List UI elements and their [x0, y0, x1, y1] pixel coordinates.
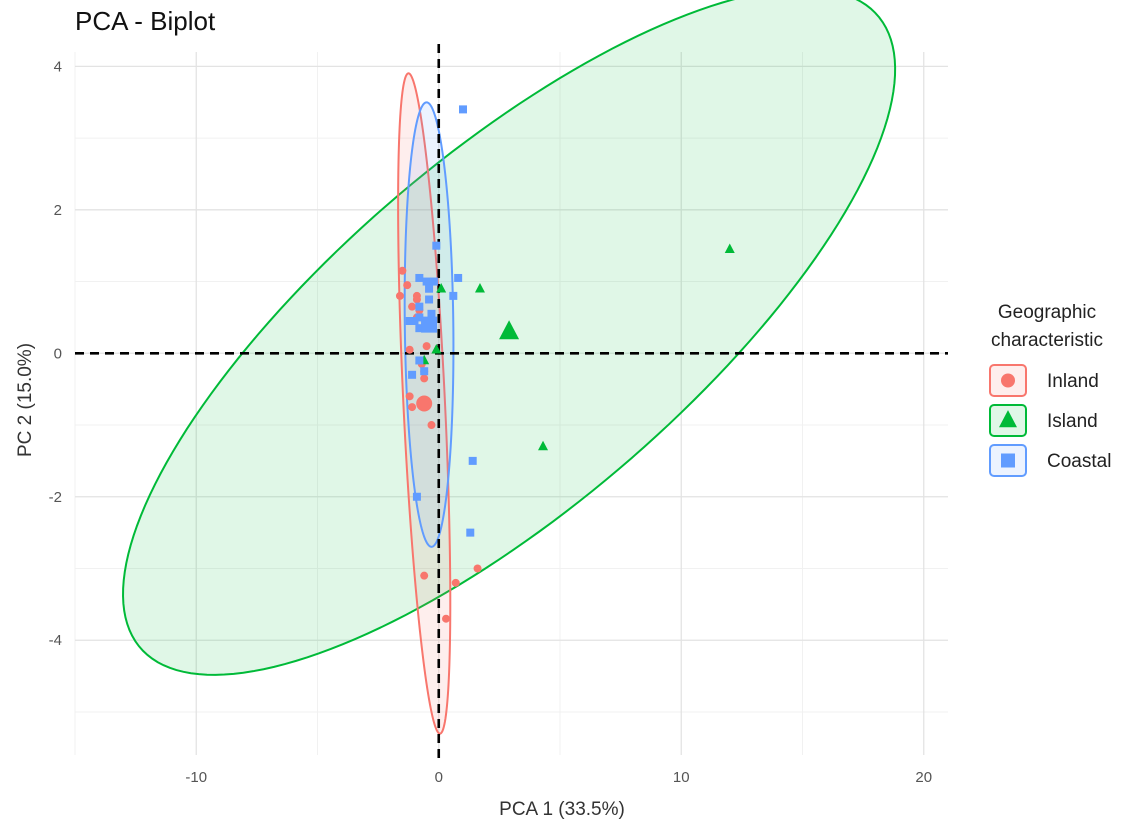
centroid-island	[499, 320, 520, 340]
centroid-inland	[416, 395, 433, 412]
axis-tick-labels: -10 0 10 20 -4 -2 0 2 4	[49, 58, 932, 786]
point-coastal	[415, 302, 424, 311]
point-island	[538, 440, 549, 451]
x-tick-label: 10	[673, 769, 690, 786]
point-inland	[408, 302, 417, 311]
point-coastal	[422, 277, 431, 286]
point-inland	[473, 564, 482, 573]
point-inland	[442, 614, 451, 623]
point-coastal	[454, 273, 463, 282]
point-coastal	[425, 295, 434, 304]
point-island	[724, 243, 735, 254]
point-coastal	[408, 370, 417, 379]
point-coastal	[425, 284, 434, 293]
point-coastal	[432, 241, 441, 250]
legend-item-island: Island	[989, 404, 1098, 437]
x-axis-title: PCA 1 (33.5%)	[499, 799, 625, 820]
point-inland	[405, 392, 414, 401]
point-coastal	[459, 105, 467, 114]
point-inland	[422, 342, 431, 351]
legend-item-coastal: Coastal	[989, 444, 1111, 477]
point-inland	[405, 345, 414, 354]
y-tick-label: 0	[54, 345, 62, 362]
x-tick-label: 0	[435, 769, 443, 786]
point-coastal	[468, 456, 477, 465]
point-inland	[398, 266, 407, 275]
legend-title-line: characteristic	[991, 330, 1103, 351]
legend-marker-inland	[1001, 373, 1015, 388]
legend-label-inland: Inland	[1047, 371, 1099, 392]
point-coastal	[449, 291, 458, 300]
point-inland	[403, 281, 412, 290]
point-coastal	[466, 528, 475, 537]
legend: Geographic characteristic Inland Island Coas…	[989, 302, 1111, 477]
y-tick-label: -2	[49, 489, 62, 506]
point-inland	[420, 571, 429, 580]
chart-title: PCA - Biplot	[75, 6, 216, 36]
legend-marker-island	[999, 410, 1017, 428]
x-tick-label: -10	[185, 769, 207, 786]
y-axis-title: PC 2 (15.0%)	[15, 343, 36, 457]
point-coastal	[412, 492, 421, 501]
legend-item-inland: Inland	[989, 364, 1099, 397]
point-inland	[408, 403, 417, 412]
legend-label-coastal: Coastal	[1047, 451, 1111, 472]
point-coastal	[405, 317, 414, 326]
data-points	[395, 105, 735, 623]
legend-marker-coastal	[1001, 453, 1015, 468]
y-tick-label: 4	[54, 58, 62, 75]
point-island	[436, 282, 447, 293]
x-tick-label: 20	[915, 769, 932, 786]
y-tick-label: 2	[54, 202, 62, 219]
point-inland	[451, 578, 460, 587]
point-island	[431, 343, 442, 354]
point-inland	[395, 291, 404, 300]
group-centroids	[416, 316, 520, 412]
point-coastal	[427, 309, 436, 318]
legend-label-island: Island	[1047, 411, 1098, 432]
point-island	[474, 282, 485, 293]
centroid-coastal	[421, 316, 438, 333]
y-tick-label: -4	[49, 632, 62, 649]
point-inland	[412, 295, 421, 304]
reference-lines	[75, 44, 948, 758]
point-inland	[420, 374, 429, 383]
legend-title-line: Geographic	[998, 302, 1096, 323]
point-coastal	[429, 277, 438, 286]
point-coastal	[415, 356, 424, 365]
confidence-ellipses	[122, 0, 897, 735]
point-inland	[427, 421, 436, 430]
point-coastal	[420, 367, 429, 376]
point-coastal	[415, 273, 424, 282]
